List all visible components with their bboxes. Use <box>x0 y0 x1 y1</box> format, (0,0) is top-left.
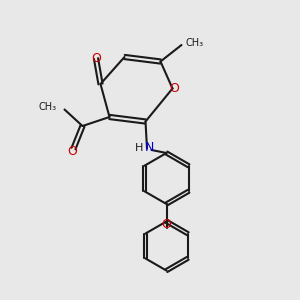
Text: O: O <box>67 145 77 158</box>
Text: O: O <box>162 218 171 232</box>
Text: O: O <box>91 52 101 65</box>
Text: N: N <box>145 141 154 154</box>
Text: CH₃: CH₃ <box>39 102 57 112</box>
Text: CH₃: CH₃ <box>186 38 204 49</box>
Text: O: O <box>169 82 179 95</box>
Text: H: H <box>135 143 144 153</box>
